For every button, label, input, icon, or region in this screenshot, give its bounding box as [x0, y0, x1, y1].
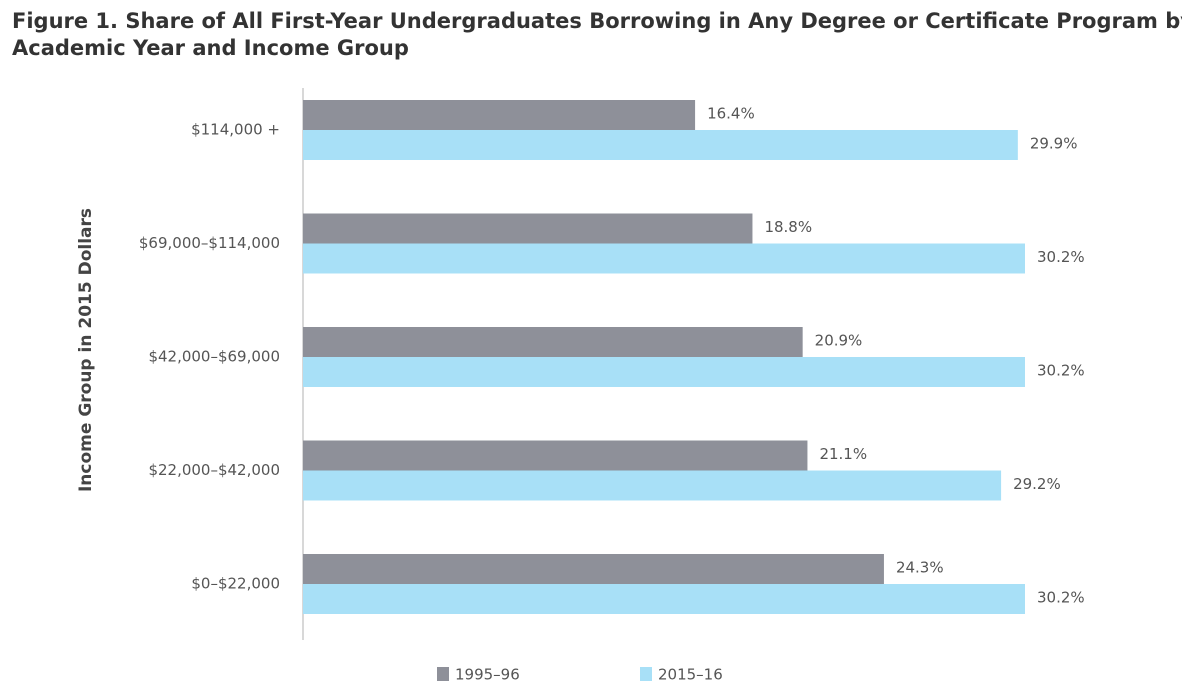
chart-title: Figure 1. Share of All First-Year Underg… [12, 9, 1182, 60]
y-tick-label: $69,000–$114,000 [139, 234, 280, 252]
y-tick-label: $22,000–$42,000 [148, 461, 280, 479]
bar [303, 470, 1002, 501]
data-label: 18.8% [764, 218, 812, 236]
data-label: 24.3% [896, 559, 944, 577]
bar [303, 440, 808, 471]
bar [303, 243, 1025, 274]
bar [303, 584, 1025, 614]
legend-swatch [640, 667, 652, 681]
data-label: 30.2% [1037, 589, 1085, 607]
data-label: 30.2% [1037, 248, 1085, 266]
legend-label: 1995–96 [455, 666, 520, 684]
y-tick-label: $0–$22,000 [191, 575, 280, 593]
bar [303, 357, 1025, 387]
data-label: 29.9% [1030, 135, 1078, 153]
y-axis-label: Income Group in 2015 Dollars [76, 208, 96, 492]
legend-label: 2015–16 [658, 666, 723, 684]
bar [303, 213, 753, 244]
legend-swatch [437, 667, 449, 681]
bar [303, 327, 803, 357]
bar [303, 100, 696, 130]
data-label: 20.9% [815, 332, 863, 350]
data-label: 21.1% [819, 445, 867, 463]
data-label: 29.2% [1013, 475, 1061, 493]
y-tick-label: $42,000–$69,000 [148, 348, 280, 366]
y-tick-label: $114,000 + [191, 121, 280, 139]
bar [303, 554, 884, 584]
data-label: 30.2% [1037, 362, 1085, 380]
bar [303, 130, 1018, 160]
data-label: 16.4% [707, 105, 755, 123]
